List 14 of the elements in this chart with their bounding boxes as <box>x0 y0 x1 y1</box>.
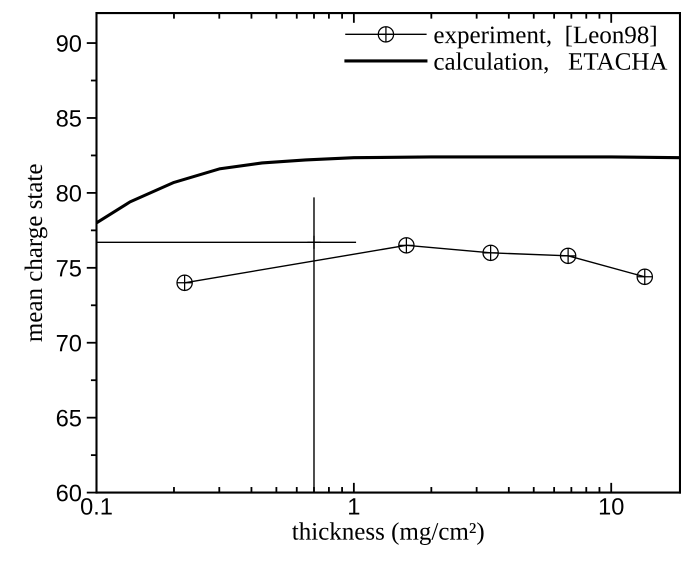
y-axis-title: mean charge state <box>24 164 48 342</box>
y-tick-label: 60 <box>56 484 81 502</box>
y-tick-label: 85 <box>56 110 81 127</box>
x-tick-label: 1 <box>349 498 360 515</box>
y-tick-label: 75 <box>56 260 81 277</box>
legend-label: calculation, ETACHA <box>434 52 668 74</box>
y-tick-label: 65 <box>56 410 81 426</box>
x-tick-label: 10 <box>600 498 624 515</box>
legend-label: experiment, [Leon98] <box>434 26 656 48</box>
y-tick-label: 90 <box>56 35 81 52</box>
y-tick-label: 70 <box>56 334 81 352</box>
x-tick-label: 0.1 <box>81 498 112 515</box>
x-axis-title: thickness (mg/cm²) <box>292 522 484 545</box>
y-tick-label: 80 <box>56 184 81 202</box>
